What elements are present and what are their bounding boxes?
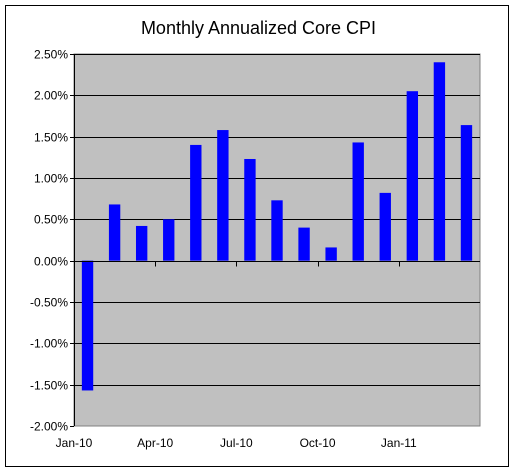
chart-title: Monthly Annualized Core CPI — [140, 18, 377, 38]
bar-feb-10 — [108, 204, 121, 261]
bar-jan-11 — [406, 91, 419, 261]
x-tick-labels: Jan-10 Apr-10 Jul-10 Oct-10 Jan-11 — [56, 436, 417, 450]
bar-jun-10 — [217, 130, 229, 261]
y-tick-label: 2.50% — [34, 48, 68, 62]
bar-sep-10 — [298, 227, 310, 261]
y-tick-label: 1.00% — [34, 172, 68, 186]
bar-nov-10 — [352, 142, 364, 261]
y-tick-label: -2.00% — [30, 420, 68, 434]
bar-feb-11 — [433, 62, 446, 261]
bar-mar-10 — [135, 225, 148, 261]
y-tick-label: -0.50% — [30, 296, 68, 310]
y-tick-label: -1.00% — [30, 337, 68, 351]
y-tick-labels: -2.00% -1.50% -1.00% -0.50% 0.00% 0.50% 1.00% 1… — [30, 48, 68, 434]
y-tick-label: -1.50% — [30, 379, 68, 393]
x-tick-label: Apr-10 — [137, 436, 173, 450]
y-tick-label: 0.00% — [34, 255, 68, 269]
x-tick-label: Jan-11 — [381, 436, 417, 450]
axes — [74, 54, 480, 426]
bar-jan-10 — [81, 260, 94, 391]
y-tick-label: 0.50% — [34, 213, 68, 227]
y-tick-label: 2.00% — [34, 89, 68, 103]
bar-oct-10 — [325, 247, 337, 261]
bar-mar-11 — [460, 125, 473, 261]
bar-aug-10 — [271, 200, 283, 261]
bar-apr-10 — [163, 219, 175, 261]
bars — [81, 62, 473, 391]
x-tick-label: Jul-10 — [220, 436, 253, 450]
y-tick-label: 1.50% — [34, 131, 68, 145]
bar-dec-10 — [379, 192, 391, 261]
x-tick-label: Jan-10 — [56, 436, 93, 450]
x-tick-label: Oct-10 — [300, 436, 336, 450]
bar-jul-10 — [244, 158, 256, 261]
bar-may-10 — [190, 144, 202, 261]
